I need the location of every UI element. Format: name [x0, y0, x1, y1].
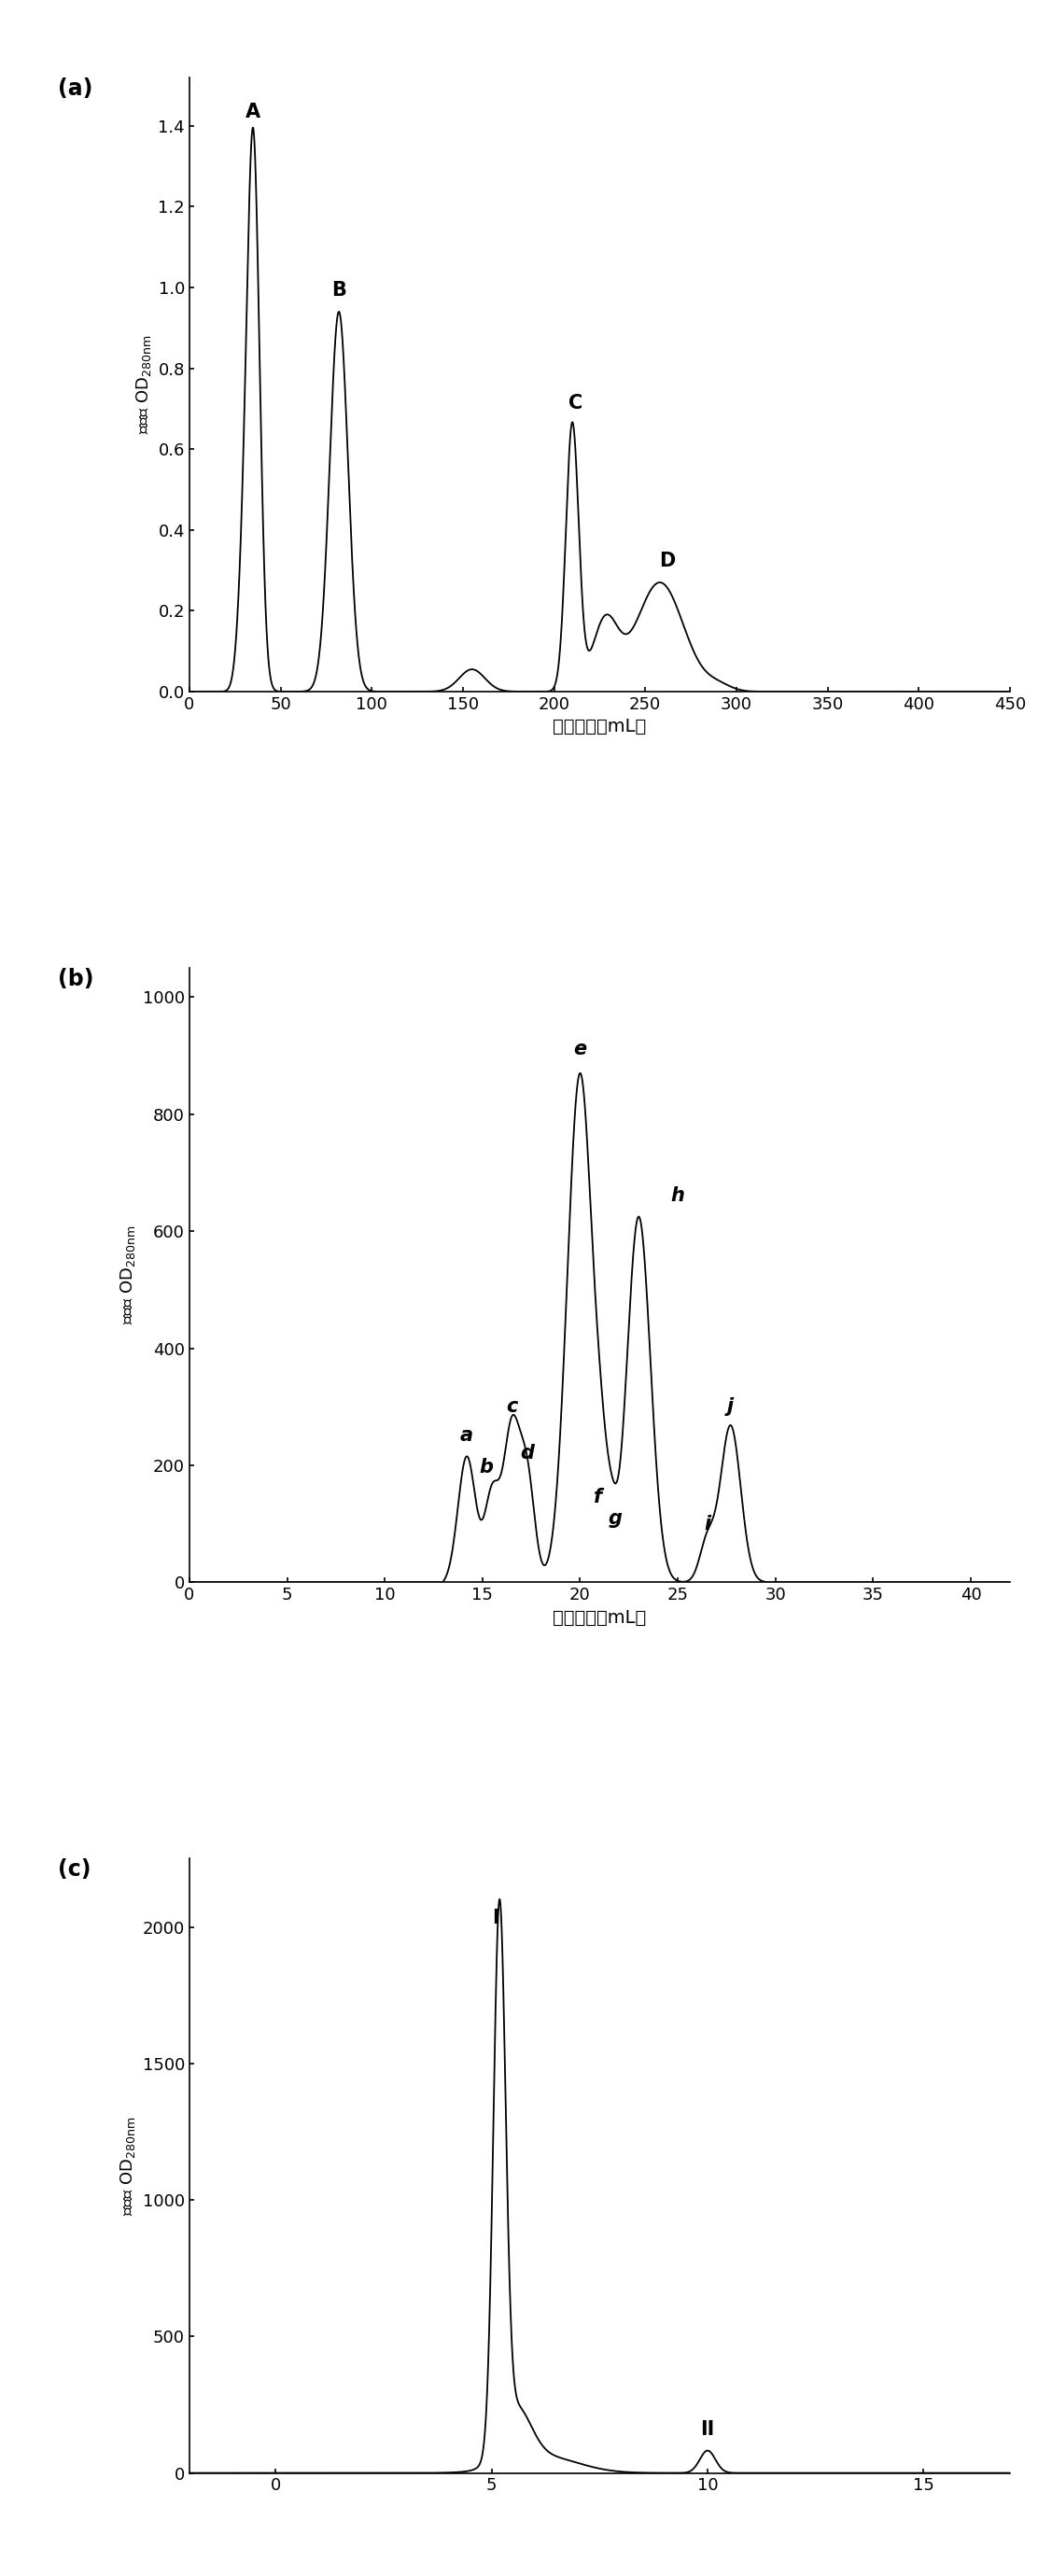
Text: d: d [521, 1443, 534, 1463]
Text: h: h [671, 1188, 685, 1206]
Text: I: I [492, 1909, 500, 1927]
Y-axis label: 吸光度 OD$_{\mathregular{280nm}}$: 吸光度 OD$_{\mathregular{280nm}}$ [119, 2115, 137, 2215]
X-axis label: 洗脱体积（mL）: 洗脱体积（mL） [553, 1610, 646, 1625]
Text: II: II [701, 2421, 714, 2439]
Text: i: i [704, 1515, 710, 1533]
Text: (c): (c) [58, 1860, 92, 1880]
Text: (b): (b) [58, 969, 94, 989]
X-axis label: 洗脱体积（mL）: 洗脱体积（mL） [553, 719, 646, 737]
Text: e: e [573, 1041, 587, 1059]
Text: A: A [246, 103, 261, 121]
Text: c: c [506, 1396, 518, 1417]
Text: g: g [608, 1510, 623, 1528]
Text: C: C [569, 394, 583, 412]
Text: a: a [460, 1427, 473, 1445]
Text: B: B [331, 281, 346, 299]
Y-axis label: 吸光度 OD$_{\mathregular{280nm}}$: 吸光度 OD$_{\mathregular{280nm}}$ [135, 335, 153, 435]
Text: f: f [593, 1486, 602, 1507]
Text: j: j [727, 1396, 734, 1417]
Text: D: D [659, 551, 675, 569]
Text: b: b [480, 1458, 493, 1476]
Y-axis label: 吸光度 OD$_{\mathregular{280nm}}$: 吸光度 OD$_{\mathregular{280nm}}$ [119, 1226, 138, 1324]
Text: (a): (a) [58, 77, 93, 100]
